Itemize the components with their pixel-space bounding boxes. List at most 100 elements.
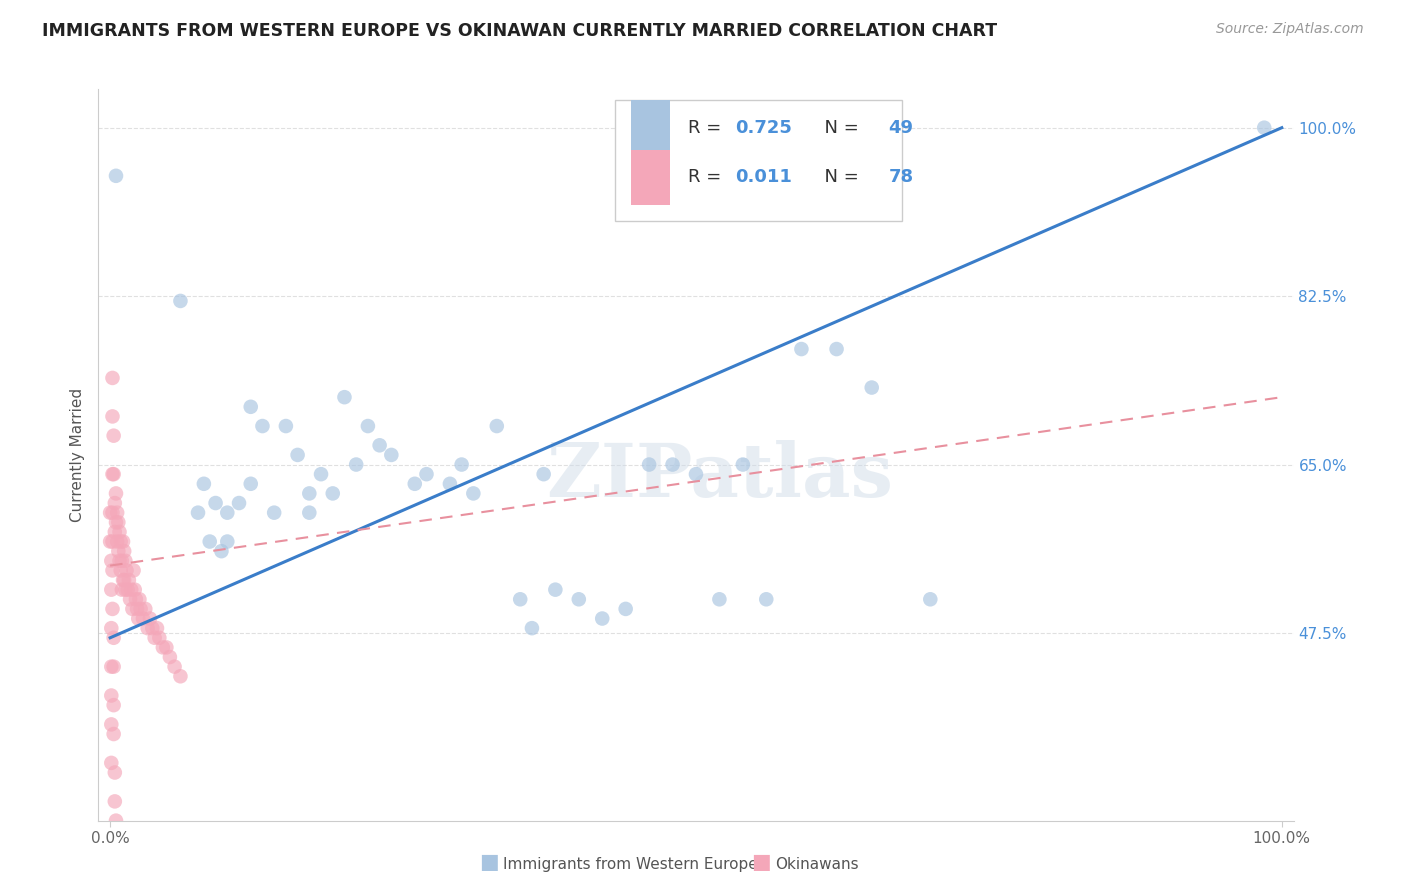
Immigrants from Western Europe	[322, 486, 344, 500]
Okinawans	[159, 650, 181, 665]
Okinawans	[120, 582, 142, 597]
Okinawans	[104, 496, 127, 510]
Okinawans	[127, 611, 149, 625]
Okinawans	[114, 582, 136, 597]
Immigrants from Western Europe	[415, 467, 437, 482]
Okinawans	[118, 573, 141, 587]
Text: Immigrants from Western Europe: Immigrants from Western Europe	[503, 857, 758, 872]
Okinawans	[141, 621, 163, 635]
Okinawans	[105, 534, 128, 549]
Okinawans	[103, 698, 125, 713]
Okinawans	[132, 611, 155, 625]
Immigrants from Western Europe	[298, 506, 321, 520]
Y-axis label: Currently Married: Currently Married	[70, 388, 86, 522]
Okinawans	[100, 621, 122, 635]
Okinawans	[128, 592, 150, 607]
Immigrants from Western Europe	[357, 419, 380, 434]
Okinawans	[105, 486, 128, 500]
Okinawans	[105, 842, 128, 856]
Immigrants from Western Europe	[450, 458, 472, 472]
Immigrants from Western Europe	[790, 342, 813, 356]
Immigrants from Western Europe	[252, 419, 274, 434]
Immigrants from Western Europe	[544, 582, 567, 597]
Immigrants from Western Europe	[709, 592, 731, 607]
Immigrants from Western Europe	[193, 476, 215, 491]
Immigrants from Western Europe	[638, 458, 661, 472]
Immigrants from Western Europe	[509, 592, 531, 607]
Okinawans	[107, 516, 129, 530]
Okinawans	[112, 534, 135, 549]
Immigrants from Western Europe	[463, 486, 485, 500]
Immigrants from Western Europe	[1253, 120, 1275, 135]
Okinawans	[107, 544, 129, 558]
Immigrants from Western Europe	[333, 390, 356, 404]
Okinawans	[105, 814, 128, 828]
Text: Okinawans: Okinawans	[775, 857, 858, 872]
Immigrants from Western Europe	[568, 592, 591, 607]
Okinawans	[105, 516, 128, 530]
Text: R =: R =	[688, 119, 727, 136]
Okinawans	[100, 689, 122, 703]
Okinawans	[121, 602, 143, 616]
Okinawans	[104, 765, 127, 780]
Okinawans	[104, 524, 127, 539]
Okinawans	[101, 602, 124, 616]
Okinawans	[100, 659, 122, 673]
Immigrants from Western Europe	[661, 458, 683, 472]
Immigrants from Western Europe	[685, 467, 707, 482]
Okinawans	[143, 631, 166, 645]
Immigrants from Western Europe	[368, 438, 391, 452]
Okinawans	[125, 592, 148, 607]
Okinawans	[117, 582, 139, 597]
Okinawans	[108, 524, 131, 539]
Okinawans	[111, 582, 134, 597]
Immigrants from Western Europe	[309, 467, 332, 482]
Okinawans	[136, 621, 159, 635]
Okinawans	[98, 506, 121, 520]
Okinawans	[134, 602, 156, 616]
Okinawans	[111, 554, 134, 568]
Okinawans	[112, 573, 135, 587]
Okinawans	[101, 534, 124, 549]
Immigrants from Western Europe	[105, 169, 128, 183]
Immigrants from Western Europe	[187, 506, 209, 520]
Okinawans	[152, 640, 174, 655]
Immigrants from Western Europe	[825, 342, 848, 356]
Bar	[614, 100, 901, 221]
Okinawans	[98, 534, 121, 549]
Okinawans	[101, 506, 124, 520]
Okinawans	[105, 871, 128, 886]
Okinawans	[122, 563, 145, 577]
Okinawans	[103, 659, 125, 673]
Okinawans	[146, 621, 169, 635]
Text: ■: ■	[479, 853, 499, 872]
Okinawans	[114, 554, 136, 568]
Immigrants from Western Europe	[860, 380, 883, 394]
Immigrants from Western Europe	[287, 448, 309, 462]
Immigrants from Western Europe	[228, 496, 250, 510]
Immigrants from Western Europe	[204, 496, 226, 510]
Immigrants from Western Europe	[731, 458, 754, 472]
Okinawans	[108, 554, 131, 568]
Immigrants from Western Europe	[274, 419, 297, 434]
Okinawans	[112, 544, 135, 558]
Text: 78: 78	[889, 169, 914, 186]
Text: 49: 49	[889, 119, 914, 136]
Okinawans	[103, 467, 125, 482]
Okinawans	[169, 669, 191, 683]
Immigrants from Western Europe	[755, 592, 778, 607]
Text: ■: ■	[751, 853, 770, 872]
Okinawans	[129, 602, 152, 616]
Immigrants from Western Europe	[211, 544, 233, 558]
Immigrants from Western Europe	[380, 448, 402, 462]
Bar	[631, 100, 669, 155]
Text: IMMIGRANTS FROM WESTERN EUROPE VS OKINAWAN CURRENTLY MARRIED CORRELATION CHART: IMMIGRANTS FROM WESTERN EUROPE VS OKINAW…	[42, 22, 997, 40]
Bar	[631, 150, 669, 205]
Okinawans	[124, 582, 146, 597]
Okinawans	[101, 371, 124, 385]
Okinawans	[100, 756, 122, 770]
Immigrants from Western Europe	[198, 534, 221, 549]
Okinawans	[163, 659, 186, 673]
Immigrants from Western Europe	[263, 506, 285, 520]
Okinawans	[100, 717, 122, 731]
